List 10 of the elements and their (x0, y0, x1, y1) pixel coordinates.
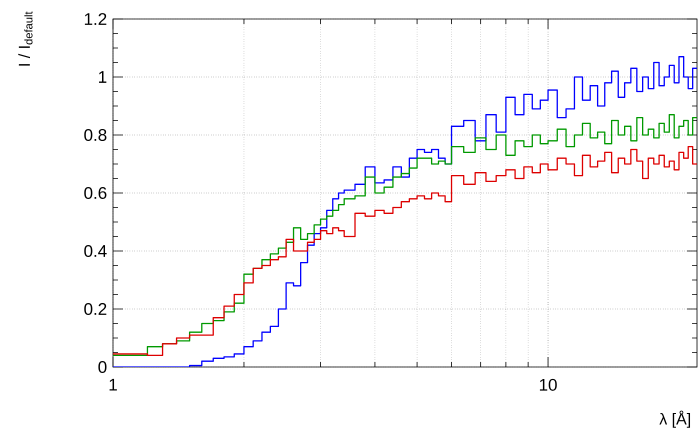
y-tick-label: 0 (98, 361, 106, 373)
y-tick-label: 0.6 (84, 187, 106, 199)
x-tick-label: 10 (540, 378, 557, 391)
y-tick-label: 0.8 (84, 129, 106, 141)
y-tick-label: 0.4 (84, 245, 107, 257)
y-tick-label: 0.2 (84, 303, 106, 315)
y-tick-label: 1.2 (84, 13, 106, 25)
y-tick-label: 1 (99, 71, 106, 83)
x-axis-title: λ [Å] (659, 410, 690, 428)
y-axis-title: I / I$_{default}$ (18, 12, 33, 66)
